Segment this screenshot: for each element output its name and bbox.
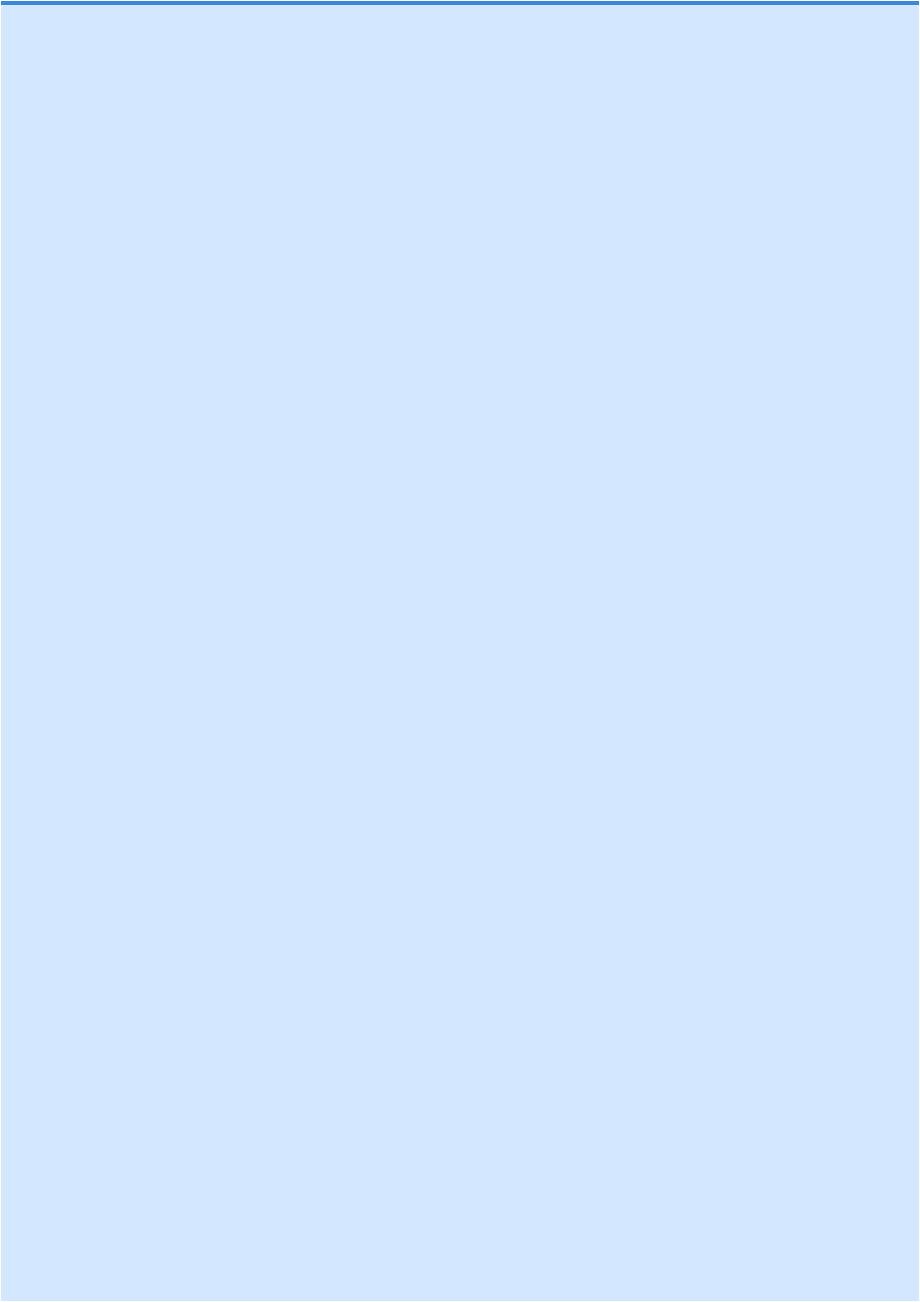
- table-row: 12电子商务环境下网络营销模式的创新赵巧中国商贸2011/32: [151, 621, 848, 647]
- results-table: 序号 篇名 作者 刊名 年/期 1电子商务环境下农产品网络营销策略研究王凤旭安徽…: [150, 308, 848, 647]
